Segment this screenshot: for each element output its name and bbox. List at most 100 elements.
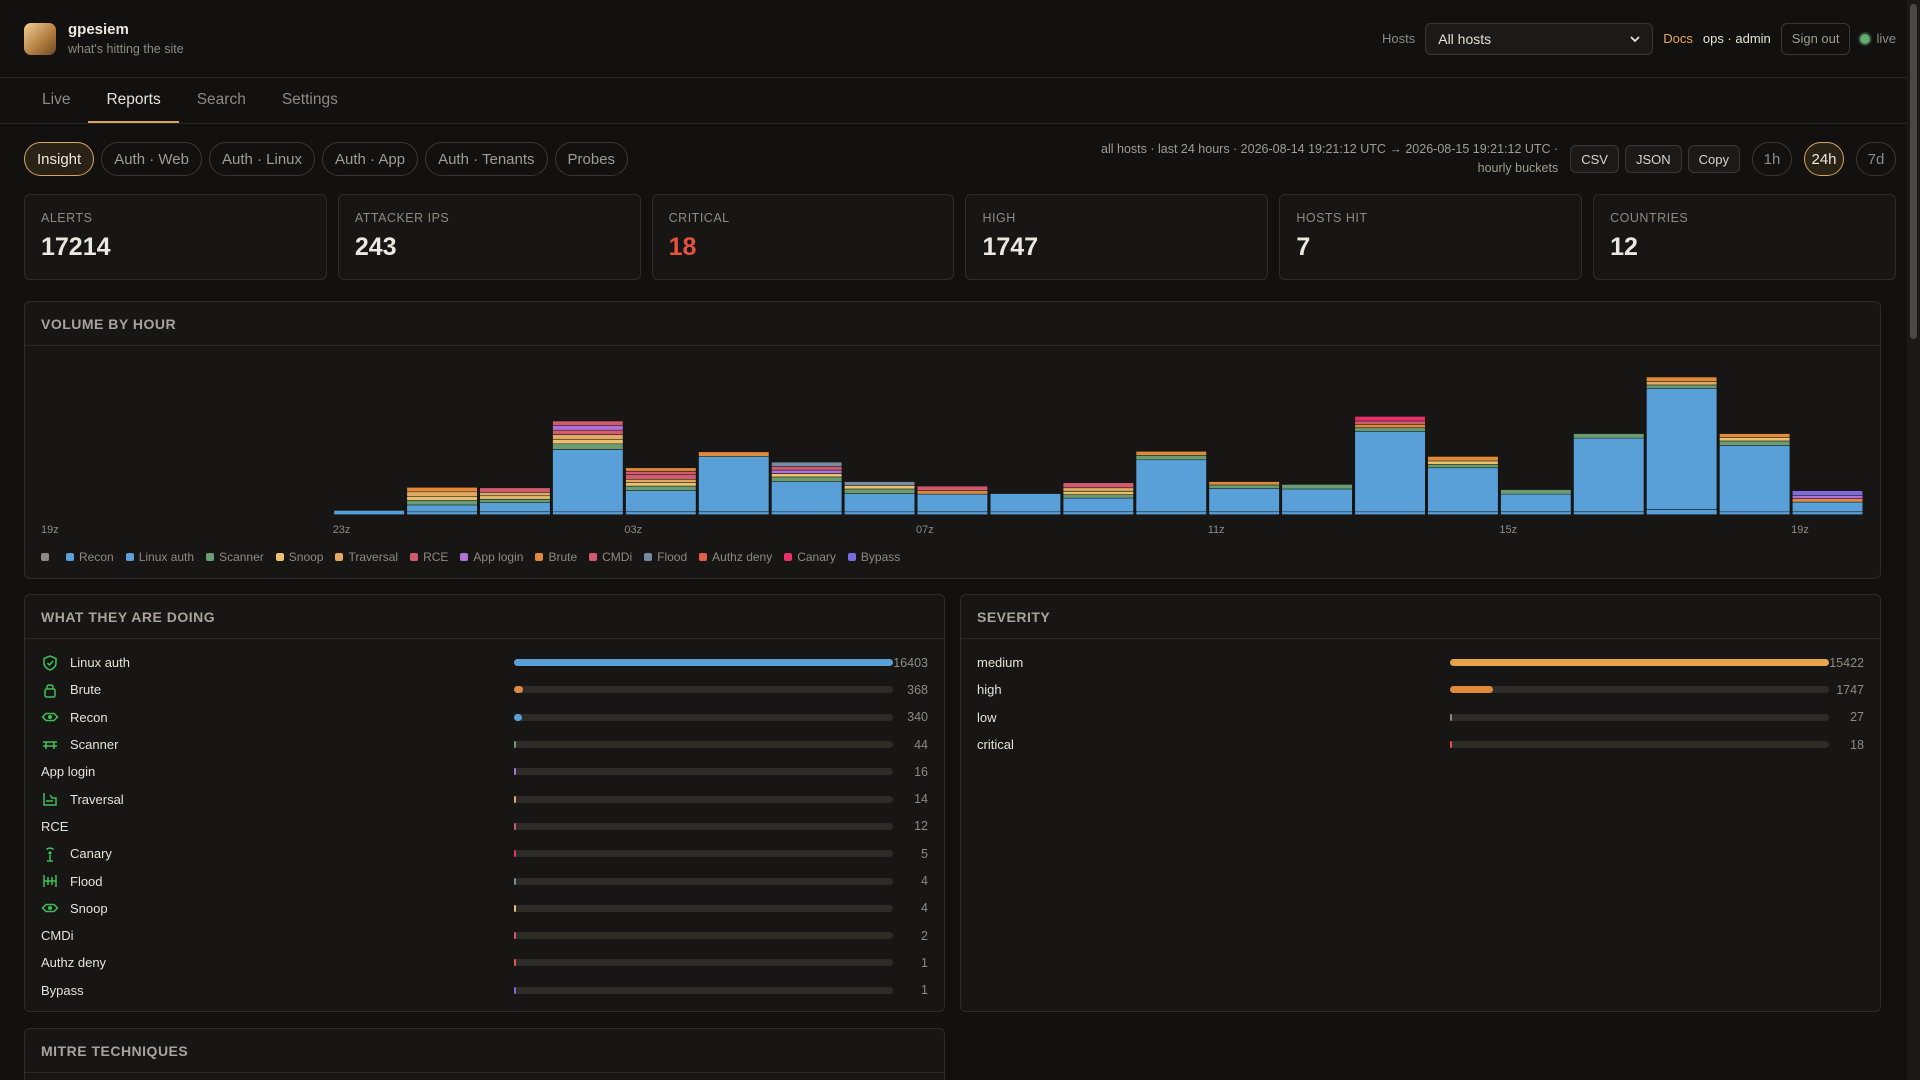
doing-row[interactable]: Flood 4 (41, 867, 928, 894)
tab-settings[interactable]: Settings (281, 90, 338, 108)
severity-bar-track (1450, 659, 1829, 667)
doing-row[interactable]: RCE 12 (41, 813, 928, 840)
doing-row-label: Snoop (70, 900, 108, 916)
legend-swatch (206, 553, 215, 561)
lock-icon (41, 681, 59, 699)
filter-auth-linux[interactable]: Auth · Linux (208, 142, 316, 176)
range-7d-button[interactable]: 7d (1856, 142, 1896, 176)
bar-segment-snoop (771, 473, 842, 477)
severity-row-label: medium (977, 655, 1024, 671)
bar-segment-brute (407, 487, 477, 492)
legend-label: Authz deny (712, 550, 773, 564)
doing-bar-fill (514, 877, 516, 885)
bar-segment-linux_auth (1136, 460, 1207, 512)
page-scrollbar[interactable] (1907, 0, 1920, 1080)
doing-row-count: 44 (914, 737, 928, 752)
legend-item-unknown (41, 553, 54, 561)
bar-segment-scanner (480, 499, 550, 503)
bar-23z-4 (334, 510, 405, 515)
tab-reports[interactable]: Reports (88, 78, 179, 123)
doing-row[interactable]: App login 16 (41, 758, 928, 785)
bar-segment-linux_auth (1282, 489, 1352, 512)
doing-rows: Linux auth 16403 Brute 368 Recon 340 Scanner 44… (25, 639, 944, 1004)
legend-swatch (699, 553, 708, 561)
bar-segment-recon (1646, 509, 1717, 515)
stat-label: HIGH (982, 211, 1016, 225)
legend-item-cmdi: CMDi (589, 550, 632, 564)
live-dot-icon (1860, 33, 1871, 44)
doing-row[interactable]: Linux auth 16403 (41, 649, 928, 676)
mitre-card: MITRE TECHNIQUES (24, 1028, 945, 1080)
export-json-button[interactable]: JSON (1624, 145, 1682, 173)
severity-row[interactable]: critical 18 (977, 731, 1864, 758)
doing-row[interactable]: Bypass 1 (41, 977, 928, 1004)
doing-row-label: Bypass (41, 982, 84, 998)
copy-button[interactable]: Copy (1687, 145, 1740, 173)
tab-search[interactable]: Search (196, 90, 246, 108)
scrollbar-thumb[interactable] (1910, 4, 1917, 339)
doing-row[interactable]: Brute 368 (41, 676, 928, 703)
bar-segment-scanner (1646, 385, 1717, 389)
doing-row-count: 368 (907, 682, 928, 697)
filter-auth-tenants[interactable]: Auth · Tenants (425, 142, 548, 176)
doing-row[interactable]: Canary 5 (41, 840, 928, 867)
bar-segment-scanner (771, 477, 842, 482)
severity-row[interactable]: medium 15422 (977, 649, 1864, 676)
stat-hosts-hit: HOSTS HIT 7 (1279, 194, 1583, 280)
severity-row-count: 27 (1850, 710, 1864, 725)
hosts-select[interactable]: All hosts (1425, 22, 1654, 55)
docs-link[interactable]: Docs (1663, 31, 1693, 46)
bar-segment-recon (1136, 512, 1207, 515)
doing-row[interactable]: Authz deny 1 (41, 949, 928, 976)
bar-segment-flood (771, 462, 842, 467)
doing-row[interactable]: Recon 340 (41, 704, 928, 731)
legend-label: Flood (657, 550, 688, 564)
severity-row[interactable]: low 27 (977, 704, 1864, 731)
range-24h-button[interactable]: 24h (1804, 142, 1844, 176)
filter-auth-web[interactable]: Auth · Web (101, 142, 202, 176)
doing-row[interactable]: Traversal 14 (41, 785, 928, 812)
legend-item-traversal: Traversal (335, 550, 398, 564)
doing-bar-track (514, 959, 893, 967)
bar-segment-recon (1792, 512, 1863, 515)
doing-row-count: 340 (907, 710, 928, 725)
bar-segment-linux_auth (990, 493, 1061, 512)
legend-swatch (275, 553, 284, 561)
doing-bar-track (514, 768, 893, 776)
doing-row-count: 16 (914, 764, 928, 779)
doing-row[interactable]: Scanner 44 (41, 731, 928, 758)
stat-value: 1747 (982, 233, 1039, 261)
legend-item-canary: Canary (784, 550, 836, 564)
legend-label: Recon (79, 550, 114, 564)
legend-label: Canary (797, 550, 836, 564)
bar-segment-linux_auth (1646, 388, 1717, 510)
sign-out-button[interactable]: Sign out (1780, 22, 1851, 55)
legend-swatch (784, 553, 793, 561)
doing-row[interactable]: Snoop 4 (41, 895, 928, 922)
legend-label: RCE (423, 550, 449, 564)
severity-row[interactable]: high 1747 (977, 676, 1864, 703)
export-csv-button[interactable]: CSV (1570, 145, 1619, 173)
filter-insight[interactable]: Insight (24, 142, 95, 176)
doing-bar-fill (514, 768, 516, 776)
doing-row[interactable]: CMDi 2 (41, 922, 928, 949)
live-indicator: live (1860, 31, 1896, 46)
bar-segment-scanner (1573, 433, 1644, 438)
bar-segment-scanner (552, 444, 623, 450)
doing-bar-track (514, 904, 893, 912)
doing-bar-fill (514, 659, 893, 667)
doing-row-count: 5 (921, 846, 928, 861)
bar-segment-traversal (1063, 488, 1134, 491)
doing-title: WHAT THEY ARE DOING (25, 595, 944, 639)
doing-row-count: 4 (921, 874, 928, 889)
tab-live[interactable]: Live (42, 90, 71, 108)
folder-icon (41, 790, 59, 808)
filter-probes[interactable]: Probes (554, 142, 629, 176)
app-logo (24, 22, 56, 55)
range-1h-button[interactable]: 1h (1752, 142, 1792, 176)
severity-bar-track (1450, 686, 1829, 694)
severity-bar-track (1450, 741, 1829, 749)
doing-bar-fill (514, 986, 516, 994)
filter-auth-app[interactable]: Auth · App (322, 142, 419, 176)
x-tick-label: 19z (1791, 524, 1809, 536)
